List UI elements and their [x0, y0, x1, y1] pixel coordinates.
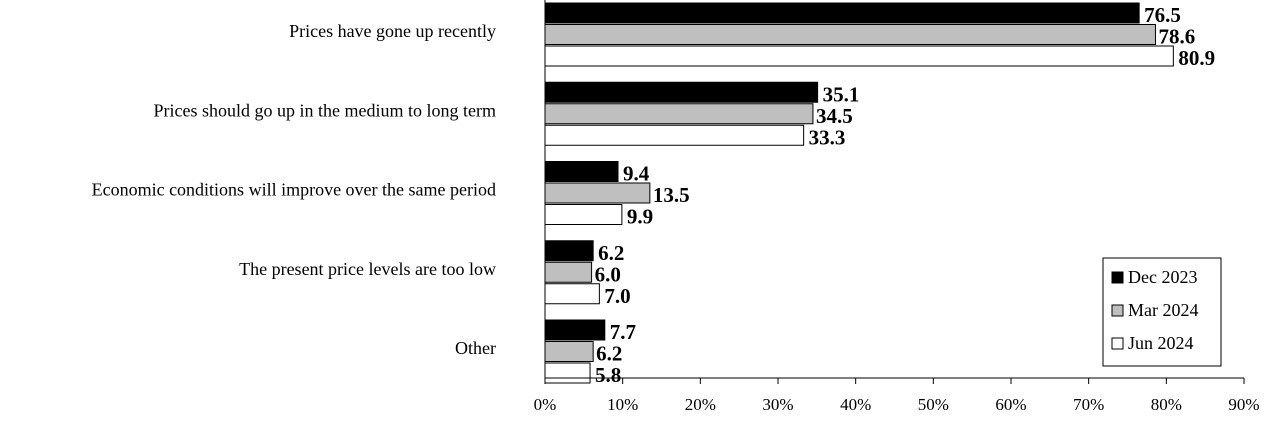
- legend-label: Dec 2023: [1128, 267, 1197, 287]
- data-label: 35.1: [823, 82, 860, 106]
- legend-label: Jun 2024: [1128, 333, 1194, 353]
- data-label: 7.0: [604, 284, 630, 308]
- data-label: 33.3: [809, 125, 846, 149]
- axes: 0% 10% 20% 30% 40% 50% 60% 70% 80% 90%: [534, 0, 1260, 414]
- category-label: Economic conditions will improve over th…: [92, 180, 496, 200]
- x-tick-label: 70%: [1073, 395, 1104, 414]
- data-label: 9.9: [627, 205, 653, 229]
- legend-swatch: [1111, 304, 1124, 317]
- x-tick-label: 40%: [840, 395, 871, 414]
- legend-label: Mar 2024: [1128, 300, 1199, 320]
- bar: [544, 81, 819, 103]
- bar: [544, 161, 619, 182]
- bar: [544, 319, 606, 341]
- legend-swatch: [1111, 271, 1124, 284]
- bar: [544, 362, 591, 384]
- category-label: The present price levels are too low: [239, 259, 496, 279]
- data-label: 6.2: [598, 241, 624, 265]
- data-label: 6.0: [595, 262, 621, 286]
- category-labels: Prices have gone up recently Prices shoul…: [92, 21, 496, 358]
- bars-group: [544, 2, 1174, 384]
- bar: [544, 240, 594, 262]
- x-tick-label: 10%: [607, 395, 638, 414]
- x-tick-label: 30%: [762, 395, 793, 414]
- bar: [544, 204, 623, 225]
- x-tick-label: 20%: [685, 395, 716, 414]
- bar: [544, 45, 1174, 67]
- data-label: 6.2: [596, 342, 622, 366]
- bar: [544, 124, 805, 146]
- bar: [544, 182, 651, 204]
- category-label: Other: [455, 338, 496, 358]
- bar: [544, 2, 1140, 24]
- data-label: 80.9: [1178, 46, 1215, 70]
- bar: [544, 341, 594, 362]
- data-label: 76.5: [1144, 3, 1181, 27]
- bar: [544, 24, 1156, 45]
- data-label: 34.5: [816, 104, 853, 128]
- data-label: 9.4: [623, 162, 650, 186]
- legend: Dec 2023 Mar 2024 Jun 2024: [1102, 257, 1222, 367]
- data-label: 5.8: [595, 363, 621, 387]
- x-tick-label: 90%: [1228, 395, 1259, 414]
- data-label: 78.6: [1158, 25, 1195, 49]
- data-label: 13.5: [653, 183, 690, 207]
- category-label: Prices have gone up recently: [289, 21, 496, 41]
- x-tick-label: 0%: [534, 395, 557, 414]
- bar: [544, 261, 593, 283]
- bar: [544, 283, 600, 305]
- data-labels: 76.578.680.935.134.533.39.413.59.96.26.0…: [595, 3, 1215, 387]
- data-label: 7.7: [610, 320, 636, 344]
- x-tick-label: 60%: [995, 395, 1026, 414]
- category-label: Prices should go up in the medium to lon…: [154, 100, 496, 120]
- x-tick-label: 50%: [918, 395, 949, 414]
- legend-swatch: [1111, 337, 1124, 350]
- x-tick-label: 80%: [1151, 395, 1182, 414]
- bar: [544, 103, 814, 125]
